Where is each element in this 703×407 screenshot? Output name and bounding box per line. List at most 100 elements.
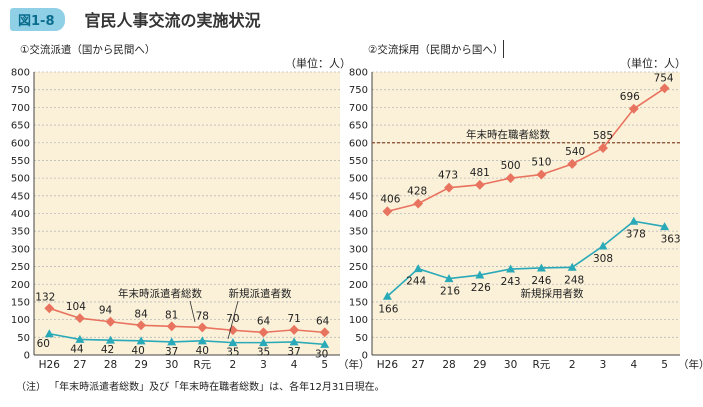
left-series-new-marker <box>44 329 54 338</box>
right-series-total-marker <box>536 169 547 180</box>
right-y-tick-label: 300 <box>349 244 368 255</box>
right-data-label: 248 <box>564 274 584 286</box>
left-x-tick-label: 30 <box>165 359 178 371</box>
right-y-tick-label: 150 <box>349 297 368 308</box>
left-series-label: 新規派遣者数 <box>229 287 292 300</box>
left-y-tick-label: 250 <box>11 262 30 273</box>
right-data-label: 696 <box>620 91 640 103</box>
right-x-axis-unit: （年） <box>678 358 703 371</box>
left-data-label: 84 <box>134 308 148 320</box>
right-y-tick-label: 0 <box>362 351 368 362</box>
left-y-tick-label: 300 <box>11 244 30 255</box>
left-data-label: 64 <box>316 315 330 327</box>
right-y-tick-label: 450 <box>349 191 368 202</box>
right-y-tick-label: 250 <box>349 262 368 273</box>
right-data-label: 308 <box>593 253 613 265</box>
right-series-new-marker <box>567 262 577 271</box>
left-data-label: 40 <box>131 345 144 357</box>
right-data-label: 378 <box>626 228 646 240</box>
left-data-label: 71 <box>287 313 300 325</box>
right-data-label: 540 <box>565 146 585 158</box>
right-data-label: 406 <box>380 193 400 205</box>
right-y-tick-label: 650 <box>349 121 368 132</box>
right-data-label: 166 <box>378 303 398 315</box>
left-x-tick-label: 3 <box>260 359 267 371</box>
left-leader-line <box>189 300 196 323</box>
right-data-label: 244 <box>406 276 426 288</box>
right-y-tick-label: 200 <box>349 280 368 291</box>
right-y-tick-label: 350 <box>349 227 368 238</box>
left-series-new-marker <box>289 337 299 346</box>
figure-badge: 図1-8 <box>10 7 65 31</box>
right-series-new-marker <box>598 241 608 250</box>
left-data-label: 64 <box>257 315 271 327</box>
right-series-new-marker <box>475 270 485 279</box>
right-data-label: 243 <box>501 276 521 288</box>
right-series-total-marker <box>628 103 639 114</box>
figure-note: （注） 「年末時派遣者総数」及び「年末時在職者総数」は、各年12月31日現在。 <box>16 382 385 393</box>
left-x-tick-label: 27 <box>73 359 86 371</box>
left-series-new-line <box>49 332 325 346</box>
right-data-label: 585 <box>593 130 613 142</box>
right-series-total-line <box>387 87 666 213</box>
right-x-tick-label: R元 <box>533 359 551 371</box>
right-y-tick-label: 700 <box>349 103 368 114</box>
figure-header: 図1-8 官民人事交流の実施状況 <box>10 7 261 31</box>
right-x-tick-label: 29 <box>473 359 486 371</box>
left-series-total-marker <box>197 322 208 333</box>
left-data-label: 94 <box>99 305 113 317</box>
left-series-total-marker <box>319 327 330 338</box>
right-x-tick-label: 2 <box>569 359 576 371</box>
left-y-tick-label: 350 <box>11 227 30 238</box>
right-data-label: 500 <box>501 160 521 172</box>
right-x-tick-label: 30 <box>504 359 517 371</box>
left-x-tick-label: H26 <box>39 359 61 371</box>
left-series-new-marker <box>197 336 207 345</box>
right-data-label: 363 <box>661 234 681 246</box>
left-data-label: 78 <box>196 310 209 322</box>
figure-title: 官民人事交流の実施状況 <box>84 11 261 30</box>
left-chart-title: ①交流派遣（国から民間へ） <box>20 44 156 56</box>
right-series-new-marker <box>536 263 546 272</box>
right-y-tick-label: 400 <box>349 209 368 220</box>
right-data-label: 216 <box>440 286 460 298</box>
right-series-total-marker <box>382 206 393 217</box>
left-y-tick-label: 600 <box>11 138 30 149</box>
left-data-label: 104 <box>66 301 86 313</box>
left-x-tick-label: 2 <box>230 359 237 371</box>
right-series-total-marker <box>474 179 485 190</box>
right-chart-unit: （単位：人） <box>620 57 686 70</box>
left-y-tick-label: 650 <box>11 121 30 132</box>
right-x-tick-label: 3 <box>600 359 607 371</box>
right-reference-label: 年末時在職者総数 <box>466 128 550 141</box>
right-y-tick-label: 500 <box>349 174 368 185</box>
right-series-new-marker <box>629 216 639 225</box>
left-series-new-marker <box>228 338 238 347</box>
left-y-tick-label: 450 <box>11 191 30 202</box>
left-data-label: 132 <box>35 291 55 303</box>
right-series-total-marker <box>505 173 516 184</box>
left-data-label: 60 <box>37 338 50 350</box>
right-series-total-marker <box>444 182 454 193</box>
left-y-tick-label: 750 <box>11 85 30 96</box>
right-x-tick-label: H26 <box>377 359 399 371</box>
right-series-new-marker <box>382 291 392 300</box>
right-series-total-marker <box>659 83 670 94</box>
left-x-tick-label: 28 <box>104 359 117 371</box>
right-x-tick-label: 5 <box>661 359 668 371</box>
left-y-tick-label: 700 <box>11 103 30 114</box>
right-y-tick-label: 600 <box>349 138 368 149</box>
right-data-label: 481 <box>470 167 490 179</box>
left-x-tick-label: R元 <box>193 359 211 371</box>
left-x-tick-label: 4 <box>291 359 298 371</box>
right-y-tick-label: 800 <box>349 68 368 79</box>
left-series-label: 年末時派遣者総数 <box>118 287 202 300</box>
left-data-label: 81 <box>165 309 178 321</box>
right-data-label: 473 <box>438 170 458 182</box>
left-series-new-marker <box>259 338 268 347</box>
left-y-tick-label: 100 <box>11 315 30 326</box>
right-series-total-marker <box>567 159 578 169</box>
right-y-tick-label: 750 <box>349 85 368 96</box>
right-x-tick-label: 27 <box>412 359 425 371</box>
left-data-label: 44 <box>70 343 84 355</box>
